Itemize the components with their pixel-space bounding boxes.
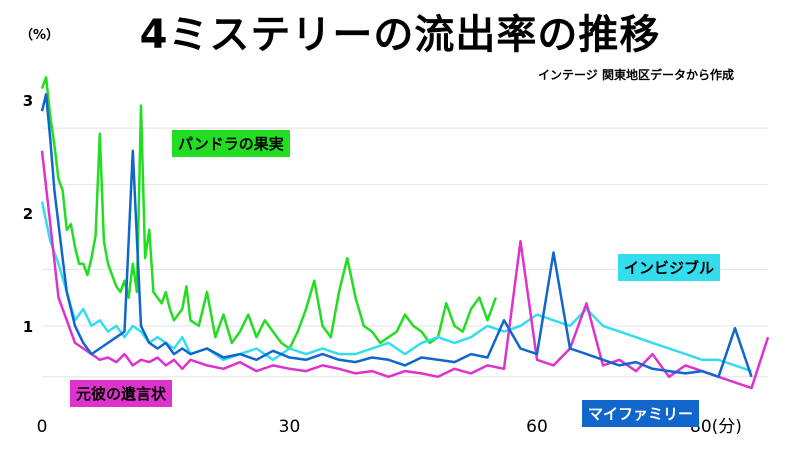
y-axis-unit: （%） <box>20 28 60 43</box>
series-line-3 <box>40 93 753 379</box>
x-tick-label-1: 30 <box>279 417 301 437</box>
x-tick-labels: 0 30 60 80(分) <box>37 417 742 437</box>
chart-title: 4ミステリーの流出率の推移 <box>139 12 661 58</box>
legend-label-invisible: インビジブル <box>618 254 721 281</box>
source-note: インテージ 関東地区データから作成 <box>538 68 734 82</box>
y-tick-label-2: 1 <box>23 318 33 336</box>
legend-label-pandora: パンドラの果実 <box>172 130 290 157</box>
series-line-2 <box>40 150 770 390</box>
y-tick-label-1: 2 <box>23 205 33 223</box>
series-line-1 <box>40 201 752 373</box>
y-tick-labels: 3 2 1 <box>23 92 33 336</box>
x-tick-label-0: 0 <box>37 417 48 437</box>
series-line-0 <box>40 76 497 350</box>
grid-lines <box>42 127 768 378</box>
series-lines <box>40 76 770 390</box>
legend-label-motokare: 元彼の遺言状 <box>70 380 173 407</box>
x-tick-label-3: 80(分) <box>690 417 742 437</box>
legend-label-myfamily: マイファミリー <box>582 400 700 427</box>
y-tick-label-0: 3 <box>23 92 33 110</box>
x-tick-label-2: 60 <box>526 417 548 437</box>
